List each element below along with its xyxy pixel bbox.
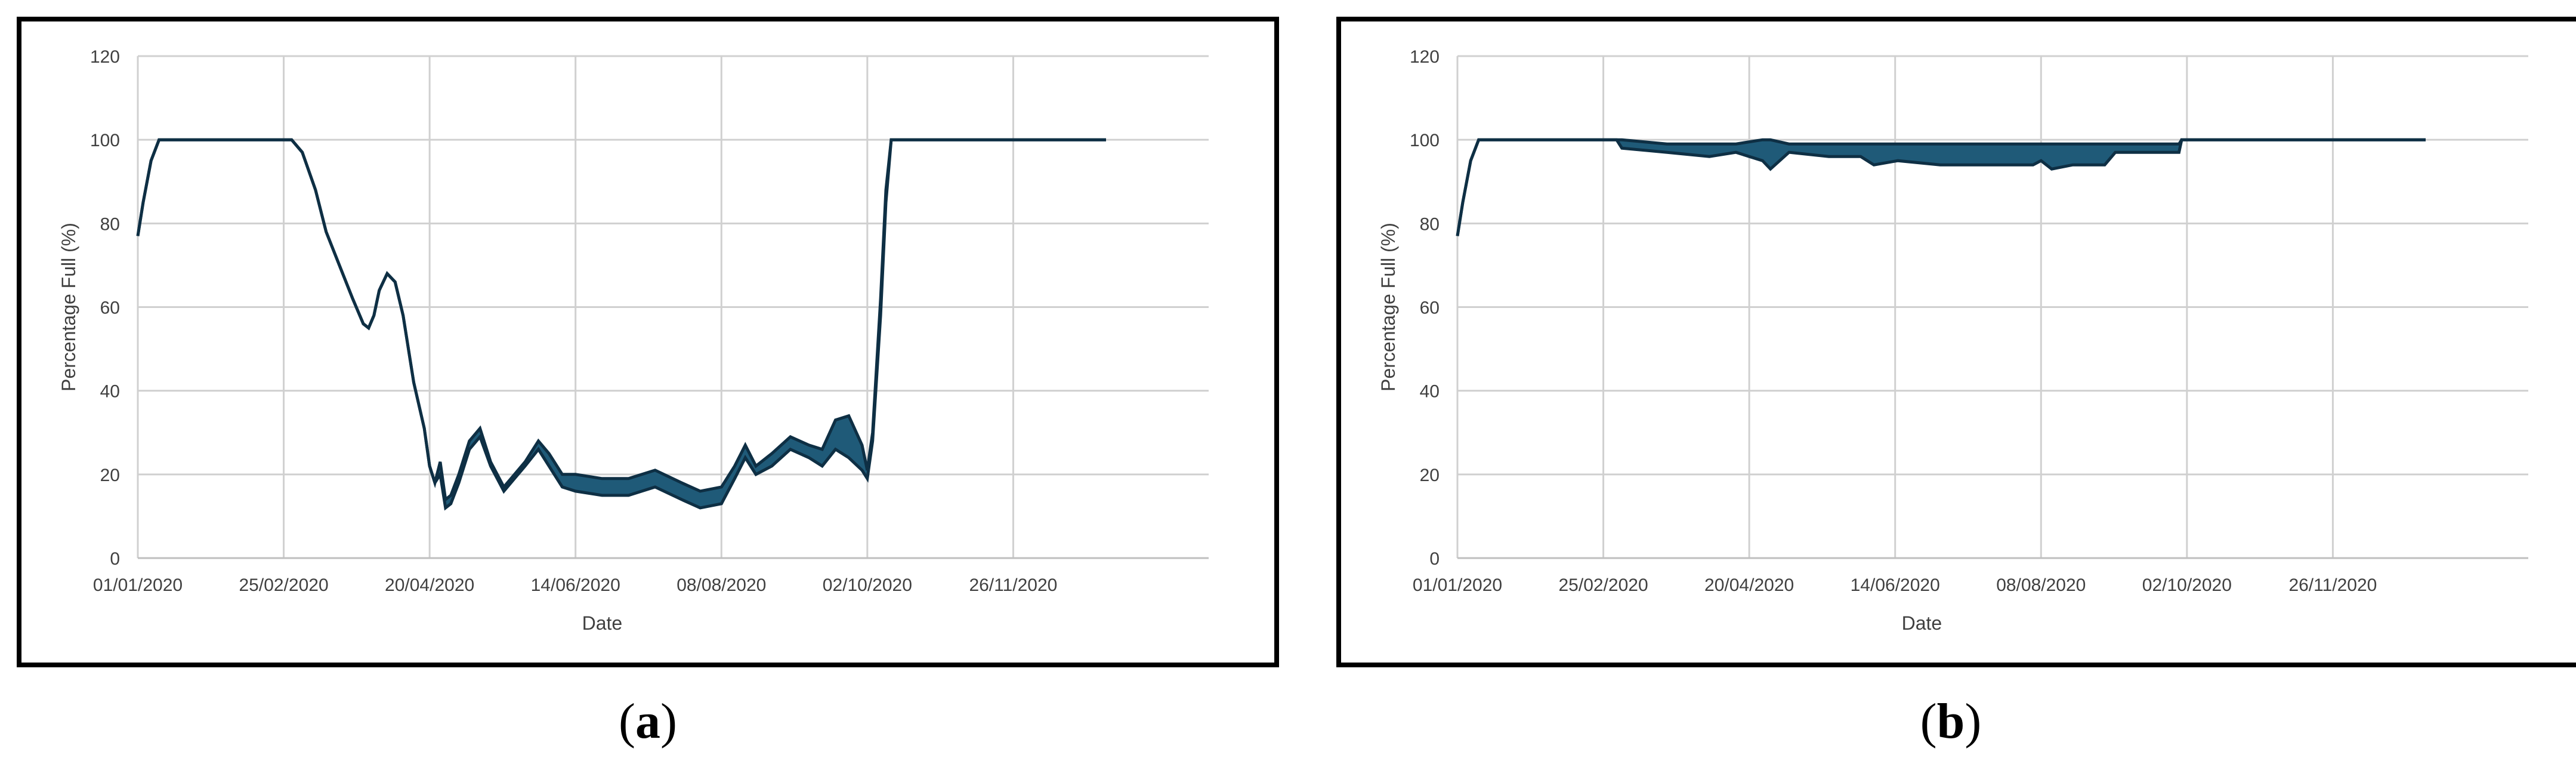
x-axis-label: Date: [582, 612, 623, 634]
data-line-lower: [1456, 138, 2426, 236]
chart-panel-a: 0 20 40 60 80 100 120 01/01/2020 25/02/2020 20/04…: [17, 17, 1279, 667]
chart-a-svg: 0 20 40 60 80 100 120 01/01/2020 25/02/2020 20/04…: [58, 47, 1209, 634]
caption-b-letter: b: [1936, 694, 1965, 749]
x-tick-label: 01/01/2020: [1413, 575, 1502, 595]
y-tick-label: 60: [100, 298, 120, 318]
y-tick-label: 40: [100, 382, 120, 402]
x-tick-label: 08/08/2020: [1996, 575, 2086, 595]
data-line-lower: [136, 138, 1106, 511]
x-tick-label: 20/04/2020: [1704, 575, 1794, 595]
y-tick-label: 40: [1420, 382, 1440, 402]
x-tick-label: 25/02/2020: [239, 575, 328, 595]
x-tick-label: 25/02/2020: [1558, 575, 1648, 595]
y-tick-label: 120: [1410, 47, 1440, 67]
y-tick-label: 100: [1410, 131, 1440, 150]
y-tick-label: 120: [90, 47, 120, 67]
data-line-upper: [1456, 138, 2426, 236]
x-tick-label: 20/04/2020: [385, 575, 474, 595]
y-tick-label: 80: [100, 214, 120, 234]
x-tick-label: 26/11/2020: [2288, 575, 2377, 595]
y-tick-label: 20: [100, 466, 120, 485]
x-tick-label: 26/11/2020: [969, 575, 1057, 595]
x-axis-label: Date: [1902, 612, 1942, 634]
chart-panel-b: 0 20 40 60 80 100 120 01/01/2020 25/02/2020 20/04…: [1336, 17, 2576, 667]
chart-b-svg: 0 20 40 60 80 100 120 01/01/2020 25/02/2020 20/04…: [1377, 47, 2528, 634]
x-tick-label: 14/06/2020: [531, 575, 620, 595]
caption-a: (a): [619, 694, 677, 749]
x-tick-label: 14/06/2020: [1851, 575, 1940, 595]
y-tick-label: 0: [110, 549, 120, 569]
y-tick-label: 100: [90, 131, 120, 150]
x-tick-label: 01/01/2020: [93, 575, 183, 595]
y-axis-label: Percentage Full (%): [1377, 223, 1399, 392]
x-tick-label: 02/10/2020: [823, 575, 912, 595]
y-axis-label: Percentage Full (%): [58, 223, 79, 392]
x-tick-label: 08/08/2020: [677, 575, 766, 595]
caption-b: (b): [1920, 694, 1982, 749]
y-tick-label: 20: [1420, 466, 1440, 485]
y-tick-label: 60: [1420, 298, 1440, 318]
caption-a-letter: a: [635, 694, 660, 749]
y-tick-label: 0: [1429, 549, 1440, 569]
x-tick-label: 02/10/2020: [2142, 575, 2232, 595]
y-tick-label: 80: [1420, 214, 1440, 234]
